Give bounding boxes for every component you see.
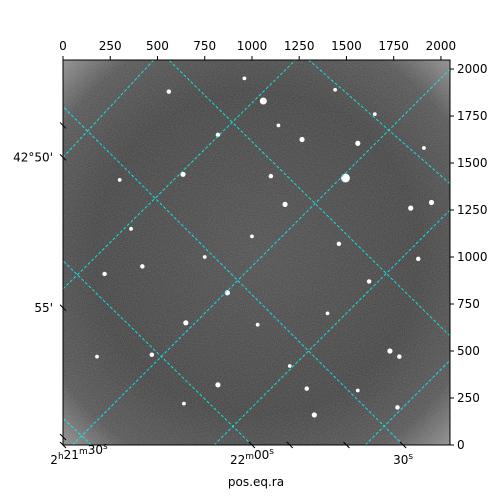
- star: [255, 322, 260, 327]
- ra-tick-mark: [248, 441, 256, 449]
- top-tick-label: 250: [99, 39, 122, 53]
- ra-tick-mark: [59, 441, 67, 449]
- dec-tick-mark: [59, 122, 67, 129]
- star: [202, 255, 207, 259]
- star: [140, 264, 145, 269]
- star: [422, 146, 426, 150]
- dec-axis-left: 42°50' 55': [13, 122, 67, 441]
- top-tick-label: 1000: [237, 39, 268, 53]
- ra-tick-mark: [286, 441, 294, 449]
- ra-axis-bottom: 2h21m30s 22m00s 30s: [50, 441, 413, 467]
- top-tick-label: 2000: [426, 39, 457, 53]
- dec-tick-label: 55': [34, 301, 53, 315]
- star: [325, 311, 330, 316]
- star: [182, 401, 186, 406]
- grid-line: [213, 209, 450, 445]
- grid-line: [72, 68, 450, 445]
- star: [366, 279, 372, 284]
- star: [355, 140, 361, 146]
- star: [299, 136, 305, 143]
- right-tick-label: 1250: [457, 203, 488, 217]
- right-tick-label: 0: [457, 438, 465, 452]
- star: [311, 412, 317, 418]
- dec-tick-label: 42°50': [13, 150, 53, 164]
- star: [282, 201, 288, 207]
- top-tick-label: 1500: [331, 39, 362, 53]
- star: [117, 178, 122, 182]
- grid-line: [63, 260, 253, 445]
- star: [180, 171, 186, 177]
- grid-line: [308, 60, 450, 185]
- right-tick-label: 1000: [457, 250, 488, 264]
- star: [276, 123, 281, 128]
- right-tick-label: 500: [457, 344, 480, 358]
- top-tick-label: 1750: [378, 39, 409, 53]
- dec-tick-mark: [59, 304, 67, 312]
- pixel-x-axis-top: 0 250 500 750 1000 1250 1500 1750 2000: [59, 39, 456, 60]
- star: [428, 199, 435, 206]
- ra-tick-label: 30s: [393, 452, 413, 467]
- x-axis-label: pos.eq.ra: [228, 475, 284, 489]
- star: [268, 173, 274, 179]
- star: [250, 234, 254, 239]
- star: [95, 354, 99, 359]
- dec-tick-mark: [59, 433, 67, 441]
- ra-tick-label: 22m00s: [230, 447, 274, 467]
- top-tick-label: 0: [59, 39, 67, 53]
- star-field: [95, 76, 435, 418]
- star: [395, 405, 400, 410]
- star: [259, 97, 267, 105]
- star: [408, 205, 414, 211]
- right-tick-label: 1750: [457, 109, 488, 123]
- ra-tick-label: 2h21m30s: [50, 442, 108, 467]
- star: [183, 320, 189, 326]
- plot-area: [62, 59, 451, 446]
- dec-tick-mark: [59, 154, 67, 161]
- grid-line: [168, 60, 450, 337]
- grid-line: [63, 60, 155, 158]
- star: [304, 386, 310, 391]
- top-tick-label: 500: [146, 39, 169, 53]
- star: [333, 87, 337, 92]
- star: [215, 382, 221, 388]
- star: [287, 364, 292, 368]
- pixel-y-axis-right: 0 250 500 750 1000 1250 1500 1750 2000: [450, 62, 488, 452]
- star: [129, 226, 133, 231]
- right-tick-label: 750: [457, 297, 480, 311]
- right-tick-label: 1500: [457, 156, 488, 170]
- coordinate-grid: [63, 60, 450, 445]
- star: [224, 290, 230, 296]
- top-tick-label: 1250: [284, 39, 315, 53]
- grid-line: [63, 60, 296, 290]
- ra-tick-mark: [399, 441, 407, 449]
- ra-tick-mark: [343, 441, 350, 449]
- sky-noise: [63, 60, 450, 445]
- star: [242, 76, 247, 81]
- star: [215, 132, 221, 138]
- top-tick-label: 750: [193, 39, 216, 53]
- star: [102, 271, 107, 277]
- star: [397, 354, 402, 359]
- star: [355, 388, 360, 393]
- star: [387, 348, 393, 354]
- right-tick-label: 250: [457, 391, 480, 405]
- star: [149, 352, 155, 358]
- star: [416, 256, 421, 262]
- star: [166, 89, 172, 94]
- star: [336, 241, 342, 247]
- right-tick-label: 2000: [457, 62, 488, 76]
- plot-frame: [62, 59, 451, 446]
- star: [341, 173, 350, 183]
- star: [372, 112, 377, 117]
